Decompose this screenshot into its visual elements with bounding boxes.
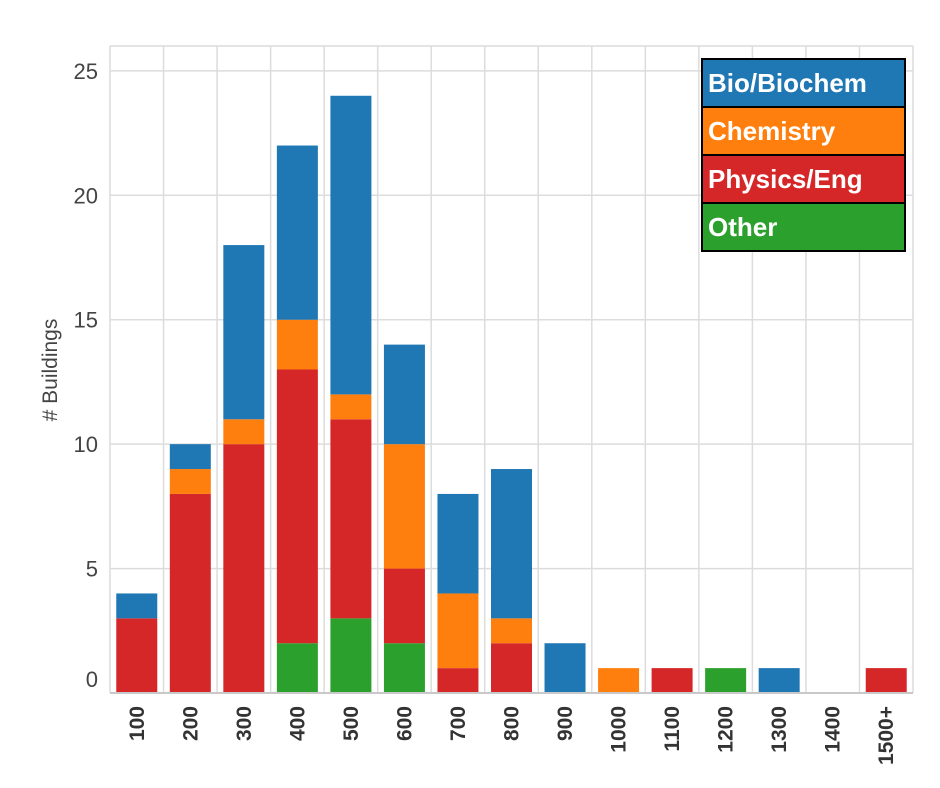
x-tick-label: 1000: [608, 706, 631, 753]
bar-segment-bio-biochem-900: [544, 643, 586, 693]
y-axis-label: # Buildings: [39, 319, 62, 422]
bar-segment-physics-eng-300: [223, 444, 265, 693]
x-tick-label: 900: [554, 706, 577, 741]
x-tick-label: 500: [340, 706, 363, 741]
bar-segment-bio-biochem-700: [437, 493, 479, 594]
legend-swatch-chemistry: [701, 106, 906, 156]
bar-segment-bio-biochem-400: [276, 145, 318, 320]
bar-segment-physics-eng-700: [437, 668, 479, 693]
y-tick-label: 15: [74, 308, 98, 333]
y-tick-label: 5: [86, 557, 98, 582]
bar-segment-chemistry-500: [330, 394, 372, 420]
legend-label: Physics/Eng: [708, 164, 863, 194]
bar-segment-physics-eng-200: [169, 493, 211, 693]
legend: Bio/Biochem Chemistry Physics/Eng Other: [701, 58, 906, 252]
bar-segment-bio-biochem-100: [116, 593, 158, 619]
bar-segment-physics-eng-1100: [651, 668, 693, 693]
bar-segment-physics-eng-600: [383, 568, 425, 644]
bar-segment-bio-biochem-600: [383, 344, 425, 445]
bar-segment-other-600: [383, 643, 425, 693]
bar-segment-physics-eng-100: [116, 618, 158, 693]
bar-segment-bio-biochem-200: [169, 444, 211, 470]
legend-label: Bio/Biochem: [708, 68, 867, 98]
x-tick-label: 1200: [715, 706, 738, 753]
legend-swatch-physics-eng: [701, 154, 906, 204]
bar-segment-chemistry-400: [276, 319, 318, 370]
legend-swatch-other: [701, 202, 906, 252]
bar-segment-chemistry-700: [437, 593, 479, 669]
y-tick-label: 10: [74, 432, 98, 457]
bar-segment-other-400: [276, 643, 318, 693]
bar-segment-bio-biochem-1300: [758, 668, 800, 693]
x-tick-label: 600: [393, 706, 416, 741]
y-tick-label: 0: [86, 667, 98, 692]
x-tick-label: 1500+: [875, 706, 898, 765]
x-tick-label: 800: [501, 706, 524, 741]
y-tick-label: 25: [74, 59, 98, 84]
bar-segment-physics-eng-400: [276, 369, 318, 644]
bar-segment-physics-eng-500: [330, 419, 372, 619]
bar-segment-chemistry-1000: [598, 668, 640, 693]
x-tick-label: 1300: [768, 706, 791, 753]
bar-segment-bio-biochem-800: [491, 469, 532, 619]
x-tick-label: 100: [126, 706, 149, 741]
axes: 0 5 10 15 20 25 100 200 300 400 500 600 700 800 900 100…: [74, 59, 913, 765]
bar-segment-bio-biochem-300: [223, 245, 265, 420]
bar-segment-chemistry-300: [223, 419, 265, 445]
bar-segment-chemistry-800: [491, 618, 532, 644]
x-tick-label: 700: [447, 706, 470, 741]
x-tick-label: 400: [286, 706, 309, 741]
bar-segment-other-1200: [705, 668, 747, 693]
legend-label: Other: [708, 212, 777, 242]
bar-segment-chemistry-200: [169, 469, 211, 494]
bar-segment-other-500: [330, 618, 372, 693]
x-tick-label: 1100: [661, 706, 684, 752]
bar-segment-physics-eng-800: [491, 643, 532, 693]
x-tick-label: 200: [179, 706, 202, 741]
x-tick-label: 1400: [822, 706, 845, 753]
y-tick-label: 20: [74, 183, 98, 208]
bars: [116, 95, 907, 693]
legend-label: Chemistry: [708, 116, 836, 146]
x-tick-label: 300: [233, 706, 256, 741]
bar-segment-bio-biochem-500: [330, 95, 372, 395]
bar-segment-chemistry-600: [383, 444, 425, 569]
bar-segment-physics-eng-1500: [865, 668, 907, 693]
